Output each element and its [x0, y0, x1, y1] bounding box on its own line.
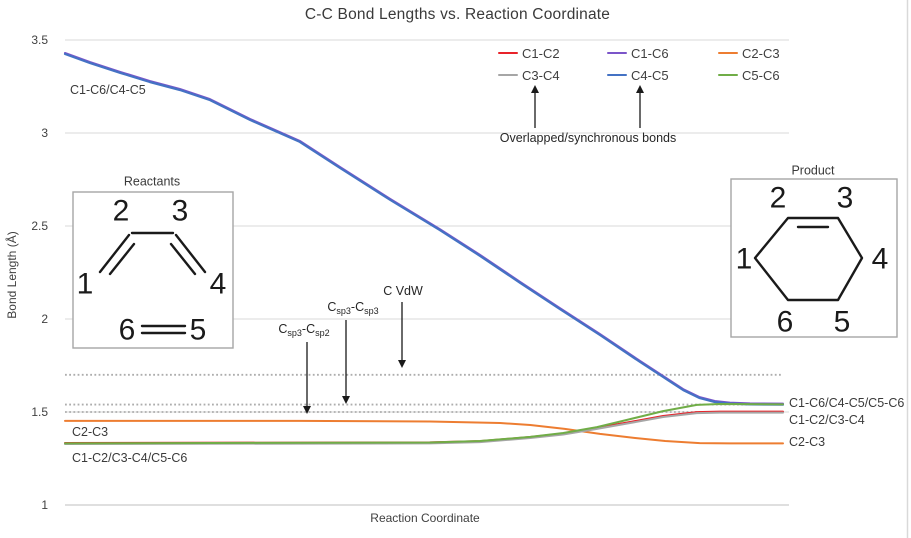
legend-item-c5-c6: C5-C6 — [718, 67, 780, 83]
curve-label-c2-c3: C2-C3 — [72, 425, 109, 439]
annotation-arrowhead-csp3-csp3 — [342, 396, 350, 404]
annotation-arrowhead-c-vdw — [398, 360, 406, 368]
legend-swatch — [718, 73, 738, 77]
legend-swatch — [607, 51, 627, 55]
legend-label: C4-C5 — [631, 67, 669, 83]
annotation-text: C — [278, 322, 288, 336]
y-tick-label: 2.5 — [31, 219, 48, 233]
product-atom-5: 5 — [834, 306, 851, 339]
cyclohexene-structure — [753, 216, 864, 302]
bond-c3-c4-inner — [169, 242, 197, 276]
reactant-atom-1: 1 — [77, 268, 94, 301]
y-axis-title: Bond Length (Å) — [5, 231, 19, 319]
chart-title: C-C Bond Lengths vs. Reaction Coordinate — [304, 6, 611, 23]
legend-note-arrows — [531, 85, 644, 128]
reactant-atom-6: 6 — [119, 314, 136, 347]
legend-swatch — [607, 73, 627, 77]
annotation-arrows — [303, 302, 406, 414]
reactant-atom-3: 3 — [172, 195, 189, 228]
series-c4-c5 — [63, 52, 785, 406]
x-axis-title: Reaction Coordinate — [370, 511, 480, 525]
butadiene-structure — [98, 231, 207, 276]
legend-item-c1-c6: C1-C6 — [607, 45, 669, 61]
data-series — [63, 52, 785, 445]
legend-item-c1-c2: C1-C2 — [498, 45, 560, 61]
curve-label-c1-c2-c3-c4-c5-c6: C1-C2/C3-C4/C5-C6 — [72, 451, 188, 465]
y-tick-label: 3.5 — [31, 33, 48, 47]
product-atom-2: 2 — [770, 182, 787, 215]
annotation-subscript: sp2 — [315, 328, 330, 338]
product-inset: Product 1 2 3 4 5 6 — [730, 163, 898, 339]
series-c3-c4 — [64, 411, 784, 445]
reactant-atom-5: 5 — [190, 314, 207, 347]
legend-swatch — [498, 73, 518, 77]
legend-arrowhead-c4c5 — [636, 85, 644, 93]
reactant-atom-2: 2 — [113, 195, 130, 228]
bond-c3-c4-outer — [174, 233, 207, 274]
legend-label: C1-C2 — [522, 45, 560, 61]
annotation-csp3-csp3: Csp3-Csp3 — [327, 300, 378, 316]
y-tick-label: 3 — [41, 126, 48, 140]
bond-c1-c2-outer — [98, 233, 131, 274]
reactants-atom-numbers: 1 2 3 4 5 6 — [77, 195, 227, 347]
y-tick-label: 2 — [41, 312, 48, 326]
legend-note: Overlapped/synchronous bonds — [499, 131, 677, 145]
annotation-arrowhead-csp3-csp2 — [303, 406, 311, 414]
reactants-inset-title: Reactants — [124, 174, 180, 188]
product-atom-4: 4 — [872, 243, 889, 276]
y-tick-label: 1 — [41, 498, 48, 512]
product-atom-3: 3 — [837, 182, 854, 215]
y-tick-label: 1.5 — [31, 405, 48, 419]
ethylene-structure — [140, 324, 187, 335]
reactants-inset-box — [72, 191, 234, 349]
legend-label: C3-C4 — [522, 67, 560, 83]
legend-swatch — [498, 51, 518, 55]
series-c5-c6 — [64, 403, 784, 445]
legend-arrowhead-c3c4 — [531, 85, 539, 93]
product-atom-numbers: 1 2 3 4 5 6 — [736, 182, 889, 339]
product-atom-1: 1 — [736, 243, 753, 276]
legend-item-c3-c4: C3-C4 — [498, 67, 560, 83]
cyclohexene-ring — [753, 216, 864, 302]
series-c2-c3 — [64, 419, 784, 445]
annotation-text: C — [327, 300, 337, 314]
curve-label-c1-c2-c3-c4: C1-C2/C3-C4 — [789, 413, 865, 427]
curve-label-c1-c6-c4-c5-c5-c6: C1-C6/C4-C5/C5-C6 — [789, 396, 905, 410]
annotation-text: -C — [350, 300, 365, 314]
curve-label-c1-c6-c4-c5: C1-C6/C4-C5 — [70, 83, 146, 97]
bond-c1-c2-inner — [108, 242, 136, 276]
reference-dotted-lines — [65, 373, 783, 413]
legend-item-c4-c5: C4-C5 — [607, 67, 669, 83]
legend-swatch — [718, 51, 738, 55]
legend-label: C1-C6 — [631, 45, 669, 61]
product-inset-title: Product — [791, 163, 835, 177]
curve-label-c2-c3: C2-C3 — [789, 435, 826, 449]
product-atom-6: 6 — [777, 306, 794, 339]
annotation-subscript: sp3 — [287, 328, 302, 338]
annotation-text: C VdW — [383, 284, 423, 298]
product-inset-box — [730, 178, 898, 338]
reactants-inset: Reactants 1 2 3 4 5 6 — [72, 174, 234, 349]
annotation-subscript: sp3 — [336, 306, 351, 316]
legend-label: C5-C6 — [742, 67, 780, 83]
annotation-csp3-csp2: Csp3-Csp2 — [278, 322, 329, 338]
annotation-c-vdw: C VdW — [383, 284, 423, 298]
annotation-text: -C — [301, 322, 316, 336]
annotation-subscript: sp3 — [364, 306, 379, 316]
legend-label: C2-C3 — [742, 45, 780, 61]
legend-item-c2-c3: C2-C3 — [718, 45, 780, 61]
reactant-atom-4: 4 — [210, 268, 227, 301]
